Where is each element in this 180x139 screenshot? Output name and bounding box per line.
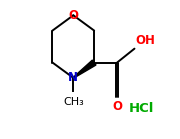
Polygon shape: [73, 60, 96, 78]
Text: N: N: [68, 71, 78, 84]
Text: O: O: [68, 9, 78, 22]
Text: OH: OH: [135, 34, 155, 47]
Text: HCl: HCl: [129, 102, 154, 115]
Text: O: O: [112, 100, 122, 113]
Text: CH₃: CH₃: [63, 97, 84, 107]
